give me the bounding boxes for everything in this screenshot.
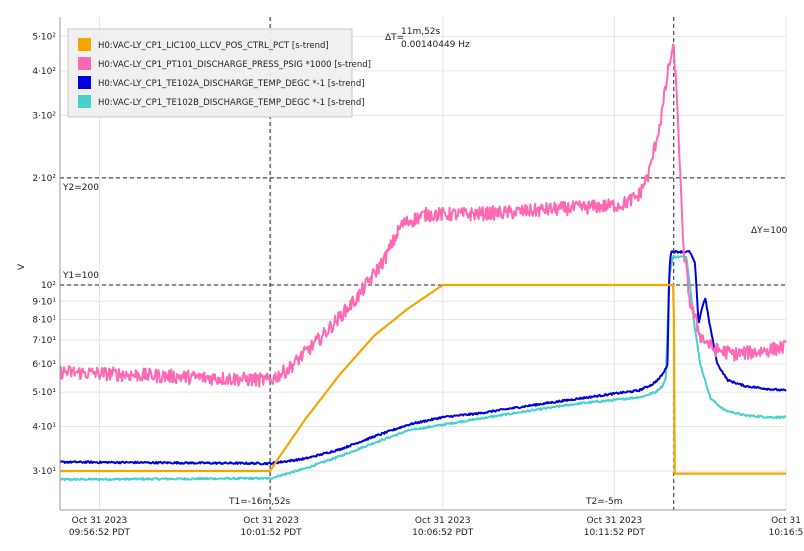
y-tick-label: 3·10¹	[32, 467, 56, 477]
legend-swatch-pt101	[78, 57, 91, 70]
x-tick-label-time: 10:06:52 PDT	[412, 528, 474, 538]
x-tick-label-date: Oct 31 2023	[587, 516, 643, 526]
legend-entry-lic100: H0:VAC-LY_CP1_LIC100_LLCV_POS_CTRL_PCT […	[98, 41, 329, 51]
y-tick-label: 4·10²	[32, 67, 56, 77]
legend-swatch-te102a	[78, 76, 91, 89]
series-lines	[59, 43, 787, 482]
x-ticks: Oct 31 2023 09:56:52 PDT Oct 31 2023 10:01:…	[69, 516, 803, 538]
delta-y-label: ΔY=100	[751, 226, 788, 236]
x-tick-label-time: 10:01:52 PDT	[241, 528, 303, 538]
x-tick-label-date: Oct 31 2023	[243, 516, 299, 526]
y-tick-label: 2·10²	[32, 174, 56, 184]
legend-swatch-te102b	[78, 95, 91, 108]
y-axis-label: V	[17, 263, 27, 270]
y-tick-label: 10²	[41, 281, 56, 291]
series-line	[59, 43, 787, 388]
cursor-t1-label: T1=-16m,52s	[228, 497, 291, 507]
x-tick-label-time: 09:56:52 PDT	[69, 528, 131, 538]
delta-frequency: 0.00140449 Hz	[401, 40, 470, 50]
delta-t-symbol: ΔT=	[385, 33, 404, 43]
series-line	[59, 283, 787, 475]
cursor-y1-label: Y1=100	[62, 271, 99, 281]
series-line	[59, 250, 787, 466]
x-tick-label-date: Oct 31 2023	[72, 516, 128, 526]
legend-entry-te102b: H0:VAC-LY_CP1_TE102B_DISCHARGE_TEMP_DEGC…	[98, 98, 365, 108]
x-tick-label-date: Oct 31 2023	[415, 516, 471, 526]
legend-entry-te102a: H0:VAC-LY_CP1_TE102A_DISCHARGE_TEMP_DEGC…	[98, 79, 365, 89]
cursor-t2-label: T2=-5m	[585, 497, 623, 507]
y-tick-label: 3·10²	[32, 111, 56, 121]
y-tick-label: 8·10¹	[32, 315, 56, 325]
x-tick-label-date: Oct 31	[771, 516, 801, 526]
y-tick-label: 6·10¹	[32, 360, 56, 370]
x-tick-label-time: 10:16:5	[769, 528, 804, 538]
y-tick-label: 5·10²	[32, 32, 56, 42]
y-tick-label: 4·10¹	[32, 423, 56, 433]
delta-t-value: 11m,52s	[401, 27, 441, 37]
legend: H0:VAC-LY_CP1_LIC100_LLCV_POS_CTRL_PCT […	[67, 28, 371, 118]
y-tick-label: 7·10¹	[32, 336, 56, 346]
legend-entry-pt101: H0:VAC-LY_CP1_PT101_DISCHARGE_PRESS_PSIG…	[98, 60, 371, 70]
legend-box	[67, 28, 353, 118]
cursor-y2-label: Y2=200	[62, 183, 99, 193]
legend-swatch-lic100	[78, 38, 91, 51]
y-ticks: 3·10¹ 4·10¹ 5·10¹ 6·10¹ 7·10¹ 8·10¹ 9·10¹ 10² 2·…	[32, 32, 56, 477]
x-tick-label-time: 10:11:52 PDT	[584, 528, 646, 538]
y-tick-label: 5·10¹	[32, 388, 56, 398]
series-line	[59, 255, 787, 482]
y-tick-label: 9·10¹	[32, 297, 56, 307]
